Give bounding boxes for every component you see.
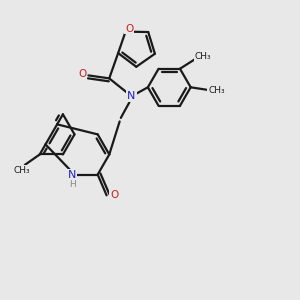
Text: O: O [125, 24, 133, 34]
Text: CH₃: CH₃ [194, 52, 211, 62]
Text: CH₃: CH₃ [208, 86, 225, 95]
Text: H: H [69, 179, 76, 188]
Text: N: N [68, 170, 76, 180]
Text: O: O [78, 69, 87, 79]
Text: N: N [127, 91, 136, 101]
Text: CH₃: CH₃ [14, 166, 30, 175]
Text: O: O [110, 190, 118, 200]
